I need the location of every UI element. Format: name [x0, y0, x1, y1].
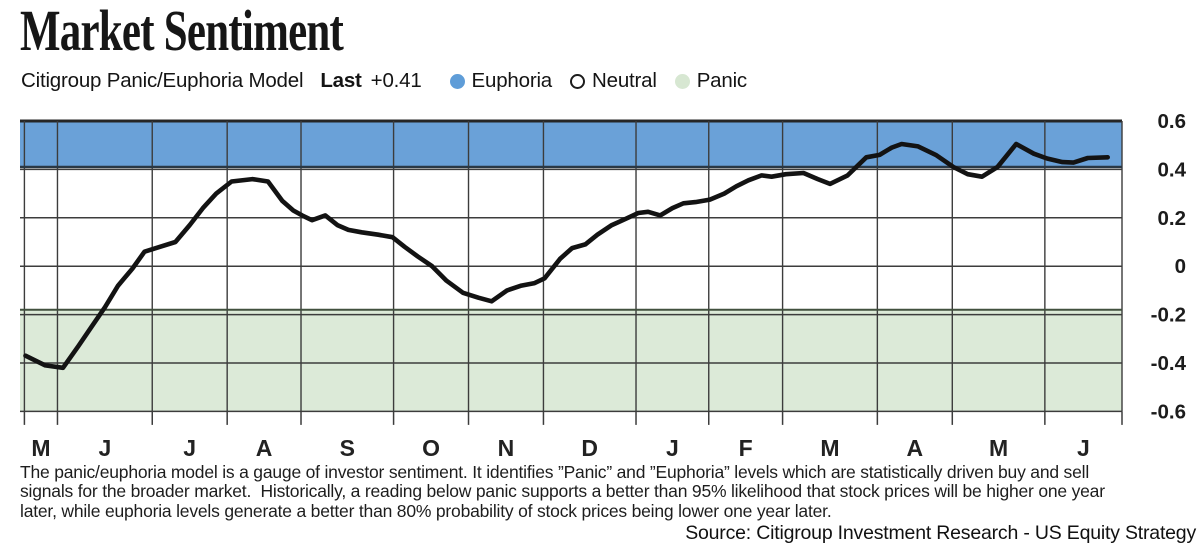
month-label: O	[422, 435, 440, 459]
footnote-line: The panic/euphoria model is a gauge of i…	[20, 462, 1090, 482]
legend-label-neutral: Neutral	[592, 69, 657, 92]
month-label: A	[256, 435, 273, 459]
legend-item-panic: Panic	[674, 69, 747, 93]
month-label: J	[666, 435, 679, 459]
legend-item-neutral: Neutral	[570, 69, 657, 93]
y-axis-label: 0	[1175, 255, 1186, 278]
euphoria-marker-icon	[449, 73, 465, 89]
y-axis-label: 0.2	[1158, 207, 1187, 230]
month-label: D	[581, 435, 598, 459]
y-axis-label: -0.6	[1151, 400, 1186, 423]
sentiment-line	[23, 141, 1110, 371]
month-label: A	[907, 435, 924, 459]
legend-label-panic: Panic	[696, 69, 747, 92]
threshold-bands	[20, 121, 1122, 412]
source-attribution: Source: Citigroup Investment Research - …	[685, 522, 1196, 544]
chart-footnote: The panic/euphoria model is a gauge of i…	[20, 462, 1196, 521]
month-label: M	[820, 435, 839, 459]
month-label: J	[98, 435, 111, 459]
last-label: Last	[320, 69, 362, 92]
month-label: M	[989, 435, 1008, 459]
month-label: J	[183, 435, 196, 459]
x-axis-ticks	[23, 411, 1123, 425]
subtitle-row: Citigroup Panic/Euphoria Model Last +0.4…	[21, 68, 765, 94]
legend-label-euphoria: Euphoria	[471, 69, 553, 92]
sentiment-chart: M J J A S O N D J F M A M J 0.6 0.4 0.2 0 -0.2 -0.4 -0.6	[20, 110, 1187, 459]
footnote-line: later, while euphoria levels generate a …	[20, 500, 832, 521]
month-label: J	[1077, 435, 1090, 459]
neutral-marker-icon	[570, 73, 586, 89]
month-label: F	[739, 435, 753, 459]
model-name: Citigroup Panic/Euphoria Model	[21, 69, 304, 92]
y-axis-label: 0.6	[1158, 110, 1187, 133]
month-label: M	[31, 435, 50, 459]
footnote-line: signals for the broader market. Historic…	[20, 481, 1105, 502]
threshold-edges	[20, 165, 1122, 311]
month-label: N	[498, 435, 515, 459]
y-axis-label: -0.4	[1151, 352, 1187, 375]
page-title: Market Sentiment	[20, 0, 344, 63]
panic-marker-icon	[674, 73, 690, 89]
y-axis-label: 0.4	[1158, 158, 1187, 181]
y-axis-labels: 0.6 0.4 0.2 0 -0.2 -0.4 -0.6	[1151, 110, 1187, 423]
gridlines	[20, 119, 1123, 413]
y-axis-label: -0.2	[1151, 304, 1186, 327]
legend-item-euphoria: Euphoria	[449, 69, 553, 93]
month-label: S	[340, 435, 355, 459]
panic-band	[20, 309, 1122, 412]
last-value: +0.41	[370, 69, 422, 92]
chart-legend: Euphoria Neutral Panic	[449, 69, 765, 93]
euphoria-band	[20, 121, 1122, 167]
